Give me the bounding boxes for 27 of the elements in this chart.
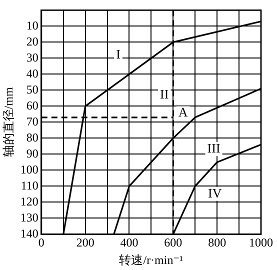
- y-tick-label: 110: [20, 178, 38, 192]
- y-tick-label: 130: [20, 210, 38, 224]
- y-tick-label: 50: [26, 82, 38, 96]
- x-tick-label: 1000: [249, 236, 273, 250]
- x-tick-label: 600: [164, 236, 182, 250]
- y-tick-label: 140: [20, 226, 38, 240]
- annotation: A: [178, 104, 188, 120]
- annotation: III: [207, 140, 220, 156]
- y-tick-label: 60: [26, 98, 38, 112]
- y-tick-label: 120: [20, 194, 38, 208]
- y-tick-label: 100: [20, 162, 38, 176]
- y-tick-label: 20: [26, 34, 38, 48]
- annotation: II: [160, 86, 169, 102]
- y-tick-label: 70: [26, 114, 38, 128]
- x-tick-label: 0: [38, 236, 44, 250]
- annotation: IV: [208, 185, 222, 200]
- y-tick-label: 30: [26, 50, 38, 64]
- y-axis-title: 轴的直径/mm: [1, 86, 16, 158]
- y-tick-label: 10: [26, 18, 38, 32]
- y-tick-label: 90: [26, 146, 38, 160]
- y-tick-label: 40: [26, 66, 38, 80]
- x-tick-label: 800: [208, 236, 226, 250]
- x-tick-label: 200: [76, 236, 94, 250]
- annotation: I: [116, 46, 120, 62]
- x-axis-title: 转速/r·min⁻¹: [119, 252, 184, 267]
- x-tick-label: 400: [120, 236, 138, 250]
- y-tick-label: 80: [26, 130, 38, 144]
